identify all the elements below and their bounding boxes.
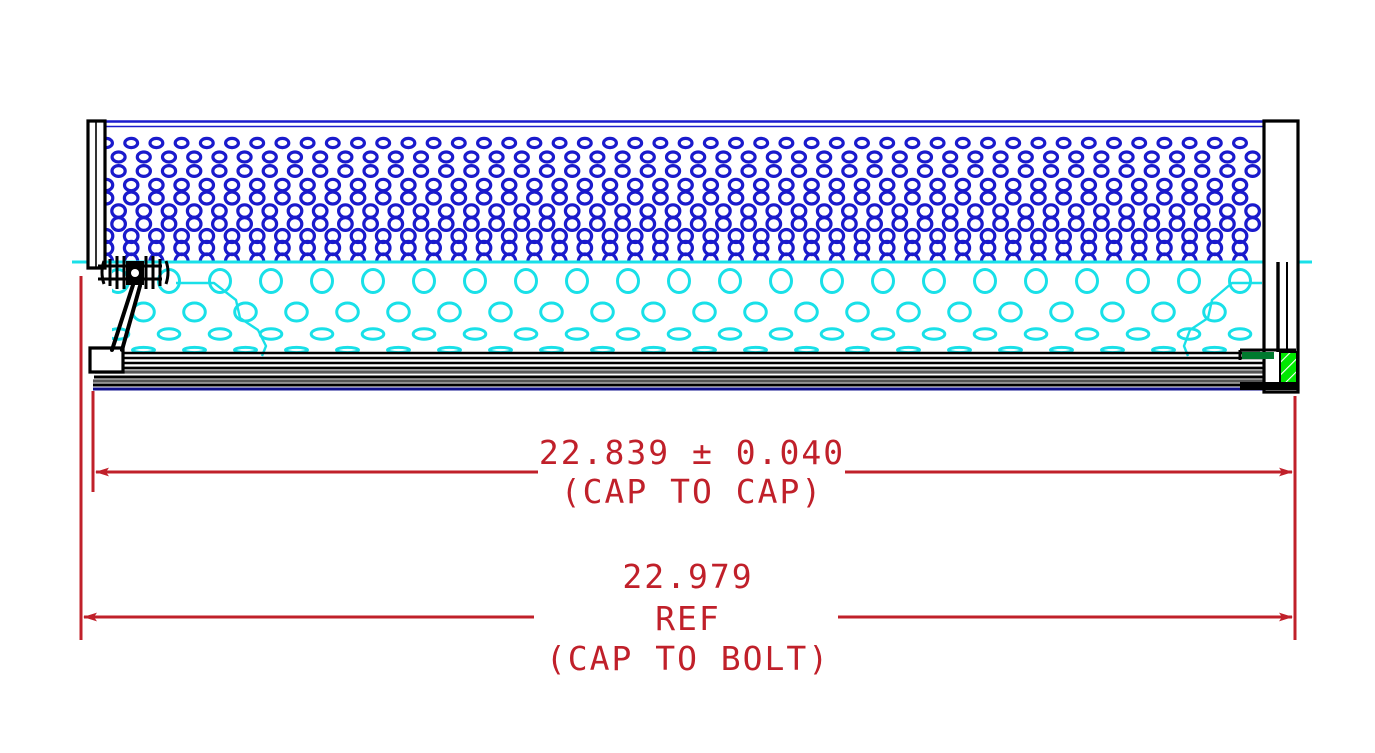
seal-backing bbox=[1242, 352, 1274, 359]
pleat-pack bbox=[93, 351, 1283, 387]
dim-value-cap-to-cap: 22.839 ± 0.040 bbox=[539, 433, 845, 472]
dim-note-cap-to-cap: (CAP TO CAP) bbox=[561, 472, 823, 511]
right-cap-shoulder bbox=[1238, 348, 1296, 360]
cutaway-break-line bbox=[176, 281, 1262, 357]
support-strut bbox=[110, 283, 142, 352]
upper-mesh-screen bbox=[103, 136, 1261, 263]
right-end-cap bbox=[1262, 119, 1300, 394]
dimension-cap-to-cap: 22.839 ± 0.040 (CAP TO CAP) bbox=[91, 391, 1297, 640]
left-cap-foot bbox=[88, 346, 125, 374]
dimension-cap-to-bolt: 22.979 REF (CAP TO BOLT) bbox=[79, 276, 1293, 678]
dim-note-cap-to-bolt: (CAP TO BOLT) bbox=[546, 639, 830, 678]
right-end-cap-inner-lines bbox=[1276, 262, 1288, 352]
bottom-closing-bar bbox=[1240, 382, 1298, 390]
screen-top-edge bbox=[96, 120, 1268, 128]
dim-qualifier-ref: REF bbox=[655, 599, 721, 638]
lower-mesh-screen bbox=[112, 268, 1253, 355]
dim-value-cap-to-bolt: 22.979 bbox=[622, 557, 753, 596]
bolt-bore bbox=[131, 269, 139, 277]
